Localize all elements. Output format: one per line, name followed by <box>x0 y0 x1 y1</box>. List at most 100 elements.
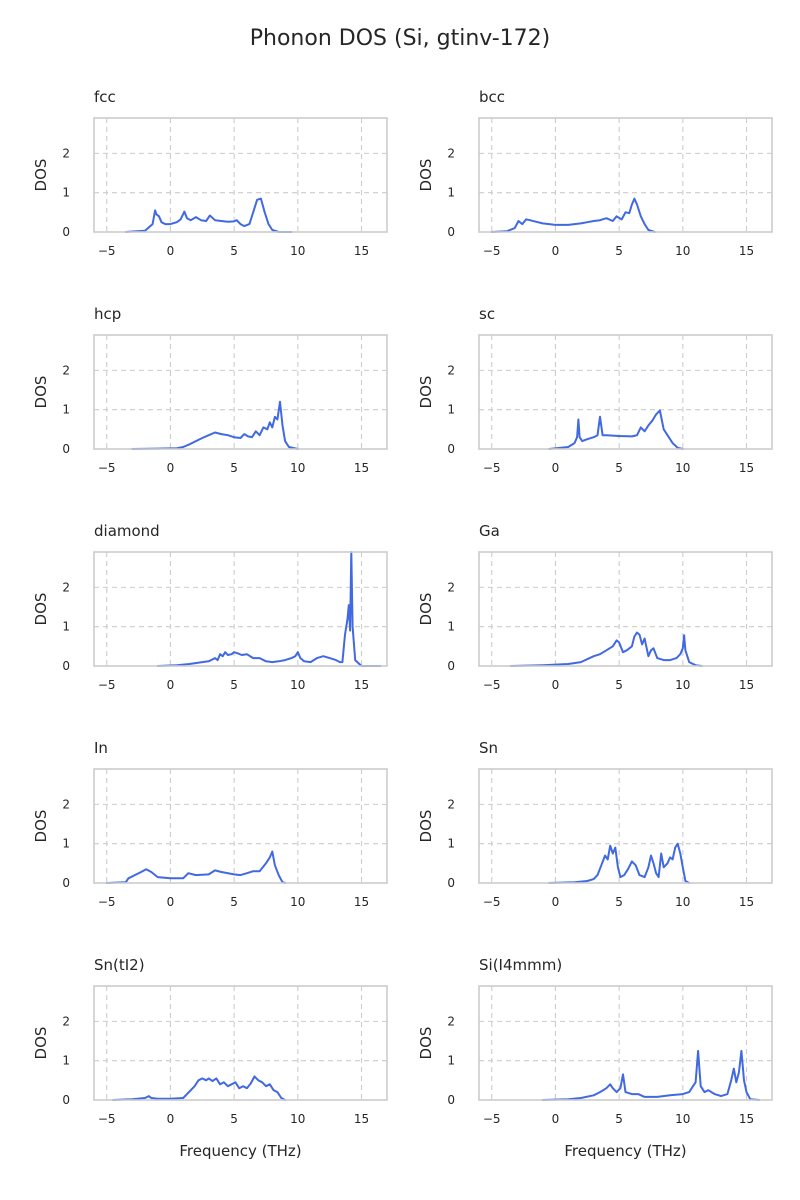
y-tick-label: 1 <box>62 620 70 634</box>
panel-diamond: −5 0 5 10 15 0 1 2 diamond DOS <box>32 522 388 692</box>
y-axis-label: DOS <box>417 593 435 626</box>
x-tick-label: 0 <box>552 678 560 692</box>
x-tick-label: 10 <box>675 244 690 258</box>
x-tick-label: 15 <box>354 461 369 475</box>
x-tick-label: 10 <box>290 244 305 258</box>
x-tick-label: 10 <box>675 461 690 475</box>
x-axis-label: Frequency (THz) <box>179 1142 301 1160</box>
x-tick-label: 15 <box>739 895 754 909</box>
y-axis-label: DOS <box>417 376 435 409</box>
y-tick-label: 2 <box>447 580 455 594</box>
x-tick-label: 15 <box>739 1112 754 1126</box>
axes-frame <box>93 334 388 450</box>
y-tick-label: 0 <box>447 442 455 456</box>
x-tick-label: 0 <box>552 1112 560 1126</box>
panel-hcp: −5 0 5 10 15 0 1 2 hcp DOS <box>32 305 388 475</box>
axes-frame <box>478 551 773 667</box>
x-tick-label: −5 <box>483 244 501 258</box>
x-tick-label: 10 <box>290 678 305 692</box>
x-tick-label: −5 <box>98 1112 116 1126</box>
axes-frame <box>93 768 388 884</box>
y-tick-label: 1 <box>447 186 455 200</box>
x-tick-label: 10 <box>675 1112 690 1126</box>
panel-title: fcc <box>94 88 116 106</box>
x-tick-label: 5 <box>230 678 238 692</box>
y-tick-label: 2 <box>62 1014 70 1028</box>
panel-title: In <box>94 739 108 757</box>
panel-title: hcp <box>94 305 121 323</box>
y-tick-label: 0 <box>62 442 70 456</box>
y-tick-label: 0 <box>62 876 70 890</box>
panel-sn-ti2: −5 0 5 10 15 0 1 2 Sn(tI2) DOS Frequency (THz) <box>32 956 388 1160</box>
panel-sn: −5 0 5 10 15 0 1 2 Sn DOS <box>417 739 773 909</box>
y-tick-label: 0 <box>447 1093 455 1107</box>
x-tick-label: 0 <box>167 1112 175 1126</box>
x-tick-label: 5 <box>615 461 623 475</box>
x-axis-label: Frequency (THz) <box>564 1142 686 1160</box>
panel-title: diamond <box>94 522 160 540</box>
x-tick-label: 0 <box>552 461 560 475</box>
y-axis-label: DOS <box>32 593 50 626</box>
axes-frame <box>478 334 773 450</box>
y-axis-label: DOS <box>417 159 435 192</box>
x-tick-label: −5 <box>483 895 501 909</box>
dos-curve <box>509 631 703 667</box>
x-tick-label: 15 <box>739 678 754 692</box>
y-tick-label: 2 <box>447 363 455 377</box>
y-tick-label: 1 <box>62 1054 70 1068</box>
y-tick-label: 0 <box>447 876 455 890</box>
panel-title: sc <box>479 305 495 323</box>
y-tick-label: 2 <box>447 146 455 160</box>
x-tick-label: 15 <box>354 244 369 258</box>
y-axis-label: DOS <box>32 376 50 409</box>
y-tick-label: 1 <box>447 1054 455 1068</box>
panel-fcc: −5 0 5 10 15 0 1 2 fcc DOS <box>32 88 388 258</box>
y-tick-label: 0 <box>62 225 70 239</box>
y-tick-label: 0 <box>62 1093 70 1107</box>
x-tick-label: 5 <box>230 244 238 258</box>
panel-sc: −5 0 5 10 15 0 1 2 sc DOS <box>417 305 773 475</box>
y-tick-label: 0 <box>447 659 455 673</box>
dos-curve <box>541 1049 761 1101</box>
y-tick-label: 2 <box>447 1014 455 1028</box>
x-tick-label: 10 <box>675 678 690 692</box>
x-tick-label: −5 <box>98 461 116 475</box>
y-axis-label: DOS <box>32 1027 50 1060</box>
panel-title: bcc <box>479 88 505 106</box>
x-tick-label: 5 <box>230 461 238 475</box>
x-tick-label: 5 <box>615 1112 623 1126</box>
dos-curve <box>548 409 684 450</box>
x-tick-label: 0 <box>167 678 175 692</box>
panel-bcc: −5 0 5 10 15 0 1 2 bcc DOS <box>417 88 773 258</box>
dos-curve <box>548 842 691 884</box>
x-tick-label: 15 <box>354 895 369 909</box>
x-tick-label: 0 <box>167 895 175 909</box>
x-tick-label: 15 <box>739 244 754 258</box>
axes-frame <box>93 551 388 667</box>
y-tick-label: 1 <box>62 186 70 200</box>
y-tick-label: 0 <box>447 225 455 239</box>
y-tick-label: 1 <box>447 620 455 634</box>
x-tick-label: 0 <box>552 895 560 909</box>
panel-title: Si(I4mmm) <box>479 956 562 974</box>
y-tick-label: 2 <box>447 797 455 811</box>
dos-curve <box>156 551 382 667</box>
x-tick-label: 5 <box>230 895 238 909</box>
x-tick-label: 15 <box>354 678 369 692</box>
x-tick-label: −5 <box>483 678 501 692</box>
y-axis-label: DOS <box>32 159 50 192</box>
y-axis-label: DOS <box>417 810 435 843</box>
y-tick-label: 1 <box>447 403 455 417</box>
panel-title: Ga <box>479 522 500 540</box>
y-axis-label: DOS <box>32 810 50 843</box>
panel-title: Sn(tI2) <box>94 956 145 974</box>
x-tick-label: 15 <box>739 461 754 475</box>
dos-curve <box>105 850 287 884</box>
y-tick-label: 2 <box>62 580 70 594</box>
y-tick-label: 1 <box>62 837 70 851</box>
panel-si-i4mmm: −5 0 5 10 15 0 1 2 Si(I4mmm) DOS Frequency (THz) <box>417 956 773 1160</box>
x-tick-label: 15 <box>354 1112 369 1126</box>
x-tick-label: −5 <box>98 244 116 258</box>
